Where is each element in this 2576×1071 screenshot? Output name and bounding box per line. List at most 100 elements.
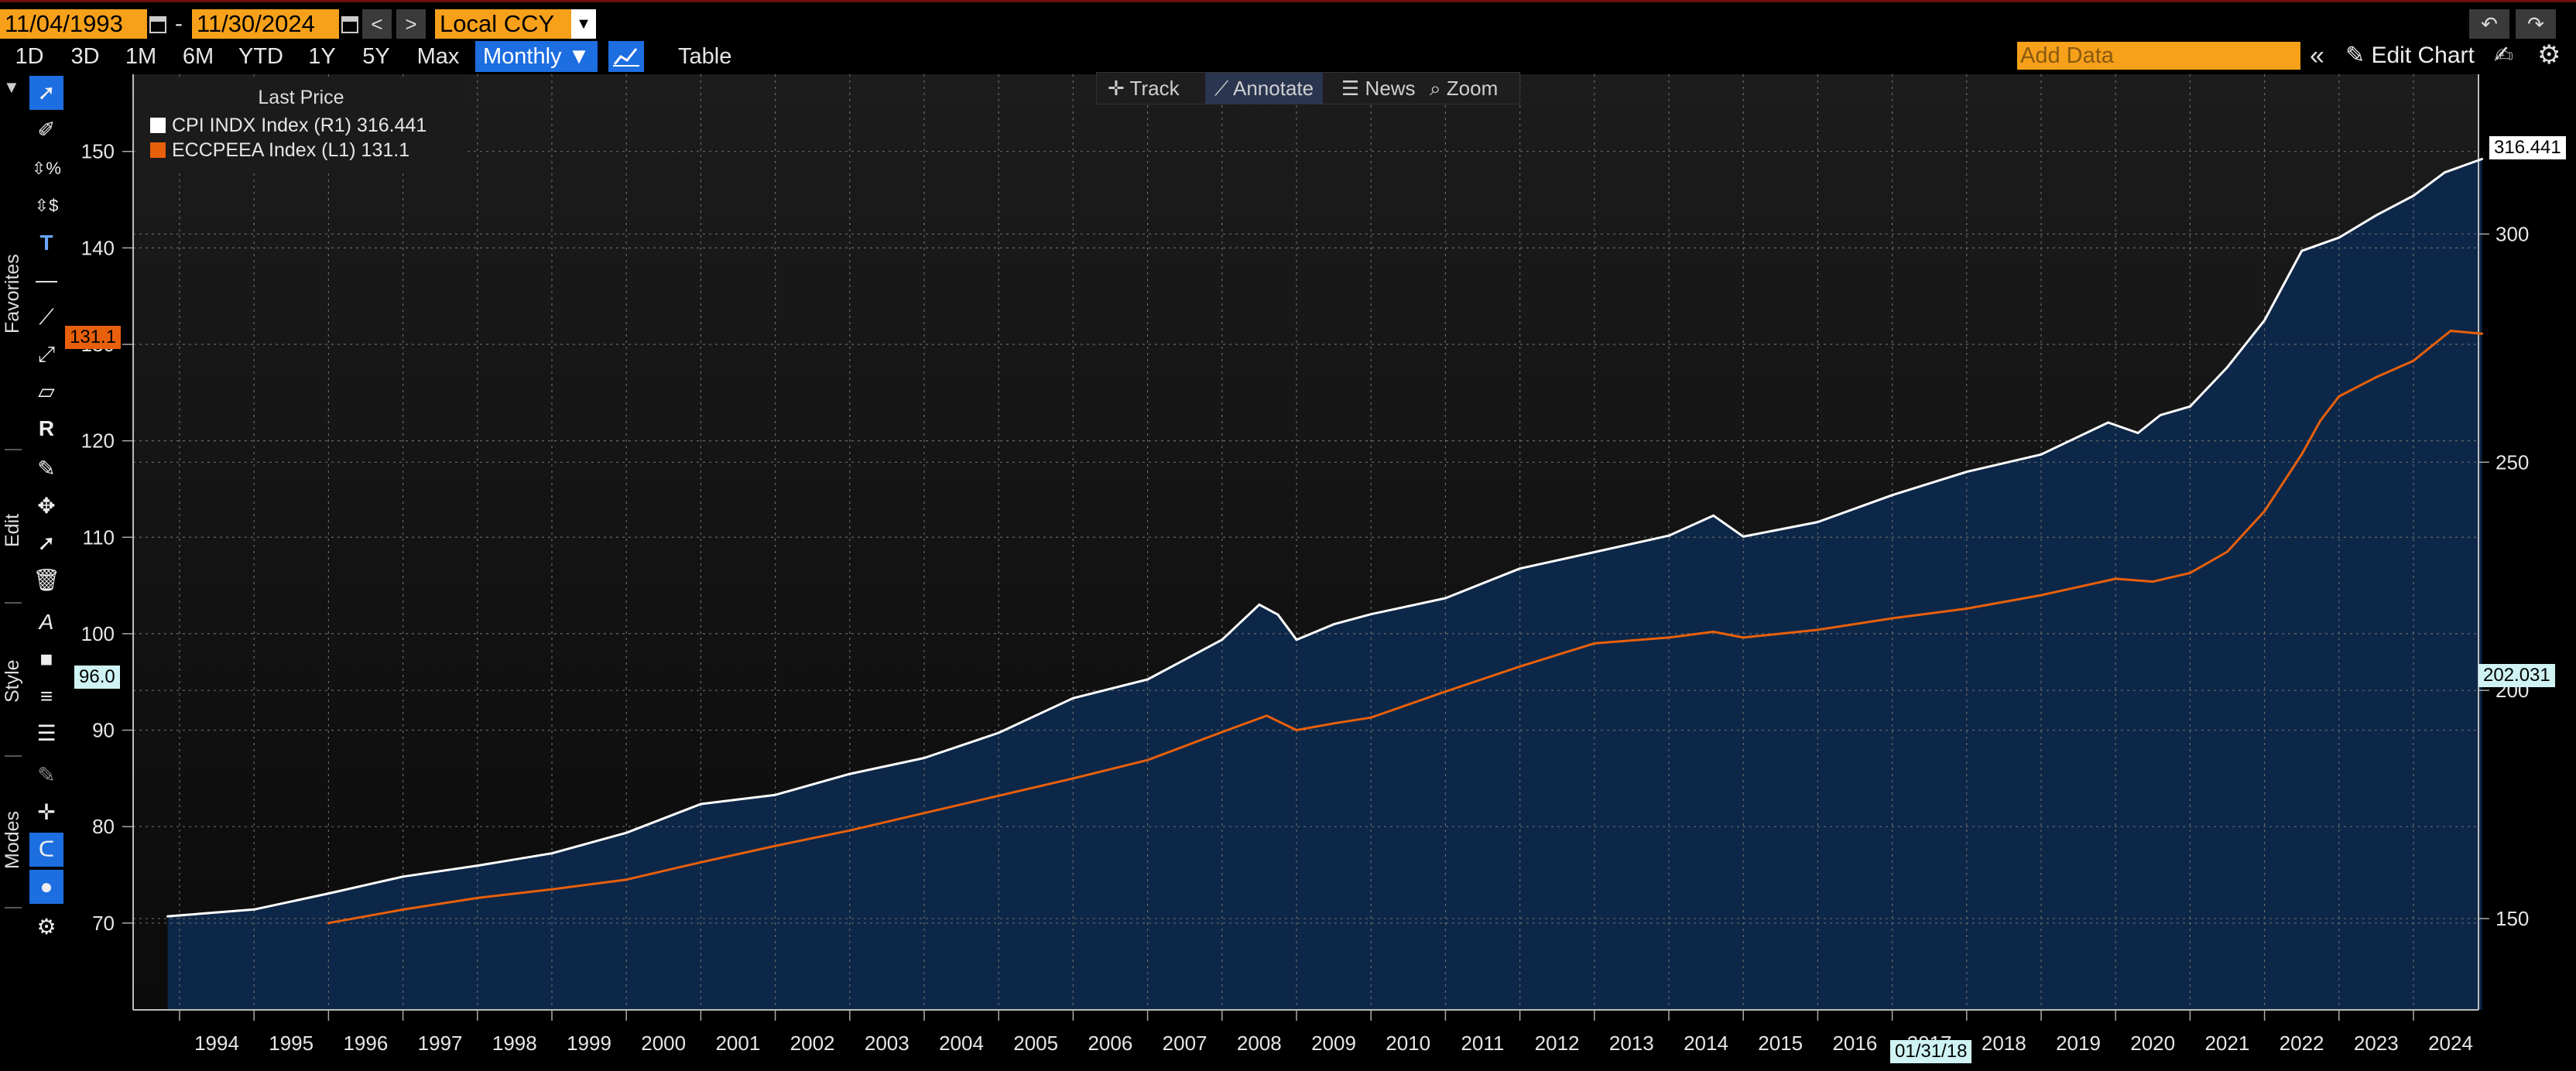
caret-down-icon[interactable]: ▼ <box>3 77 20 97</box>
range-1d-button[interactable]: 1D <box>15 44 44 69</box>
range-1y-button[interactable]: 1Y <box>308 44 336 69</box>
cpi-series-line-point <box>1965 470 1968 474</box>
eccpeea-series-line-point <box>1146 758 1149 761</box>
draw-line-icon[interactable]: ✐ <box>37 118 56 142</box>
move-icon[interactable]: ✥ <box>37 494 56 518</box>
calendar-icon[interactable] <box>149 12 167 34</box>
start-date-field[interactable]: 11/04/1993 <box>0 9 147 39</box>
x-tick-label: 2001 <box>715 1032 760 1055</box>
price-chart[interactable]: 1994 1995 1996 1997 1998 1999 2000 2001 2002 2003… <box>0 74 2576 1071</box>
cpi-series-line-point <box>2300 249 2304 252</box>
select-icon[interactable]: ➚ <box>37 531 56 555</box>
font-icon[interactable]: A <box>39 610 54 634</box>
legend-item-eccpeea[interactable]: ECCPEEA Index (L1) 131.1 <box>150 139 409 162</box>
range-max-button[interactable]: Max <box>416 44 460 69</box>
track-label: Track <box>1129 77 1180 100</box>
cpi-series-line-point <box>2107 421 2110 424</box>
range-1m-button[interactable]: 1M <box>125 44 157 69</box>
x-tick-label: 1994 <box>194 1032 239 1055</box>
eccpeea-series-line-point <box>2151 580 2154 583</box>
eccpeea-series-line-point <box>2040 594 2043 597</box>
y-left-tick-label: 70 <box>92 912 115 935</box>
multi-color-icon[interactable]: ● <box>29 870 63 904</box>
chevron-down-icon[interactable]: ▼ <box>571 9 596 39</box>
news-button[interactable]: ☰ News <box>1341 73 1416 104</box>
eccpeea-series-line-point <box>1071 777 1074 780</box>
line-style-icon[interactable]: ☰ <box>36 721 57 745</box>
eccpeea-series-line-point <box>997 794 1000 797</box>
cpi-series-line-point <box>166 915 170 918</box>
last-price-badge-right: 316.441 <box>2489 136 2566 159</box>
retracement-icon[interactable]: R <box>38 416 55 440</box>
trash-icon[interactable]: 🗑 <box>33 568 60 592</box>
zoom-button[interactable]: ⌕ Zoom <box>1430 73 1498 104</box>
add-data-input[interactable]: Add Data <box>2017 42 2300 70</box>
edit-chart-button[interactable]: ✎ Edit Chart <box>2345 42 2475 70</box>
percent-measure-icon[interactable]: ⇳% <box>32 159 61 178</box>
annotate-button[interactable]: ⟋ Annotate <box>1205 73 1324 104</box>
range-5y-button[interactable]: 5Y <box>362 44 390 69</box>
value-measure-icon[interactable]: ⇳$ <box>34 196 59 215</box>
eccpeea-series-line-point <box>550 888 553 891</box>
x-tick-label: 1995 <box>269 1032 313 1055</box>
eccpeea-series-line-point <box>2319 419 2322 422</box>
eccpeea-series-line-point <box>1266 714 1268 717</box>
line-chart-icon[interactable] <box>608 41 644 72</box>
cpi-series-line-point <box>2136 432 2139 434</box>
eccpeea-series-line-point <box>2338 395 2341 398</box>
horizontal-line-icon[interactable]: — <box>36 268 57 292</box>
pencil-icon: ⟋ <box>1214 77 1233 100</box>
cpi-series-line-point <box>2263 319 2266 322</box>
eccpeea-series-line-point <box>1369 716 1372 719</box>
cpi-series-line-point <box>1593 551 1596 553</box>
next-period-button[interactable]: > <box>396 9 426 39</box>
eccpeea-series-line-point <box>327 922 330 925</box>
legend-item-cpi[interactable]: CPI INDX Index (R1) 316.441 <box>150 115 426 137</box>
previous-period-button[interactable]: < <box>362 9 392 39</box>
x-tick-label: 1996 <box>343 1032 388 1055</box>
text-tool-icon[interactable]: T <box>39 231 53 255</box>
crosshair-value-left: 96.0 <box>74 666 120 689</box>
y-left-tick-label: 120 <box>81 429 115 453</box>
collapse-icon[interactable]: « <box>2310 41 2324 70</box>
x-tick-label: 2006 <box>1088 1032 1132 1055</box>
currency-select[interactable]: Local CCY <box>435 9 571 39</box>
eraser-icon[interactable]: ✎ <box>37 763 56 787</box>
gear-icon[interactable]: ⚙ <box>36 915 57 939</box>
x-tick-label: 2012 <box>1535 1032 1580 1055</box>
chart-edit-icon[interactable]: ✍ <box>2494 43 2514 68</box>
brush-icon[interactable]: ✎ <box>37 457 56 481</box>
end-date-field[interactable]: 11/30/2024 <box>192 9 339 39</box>
crosshair-icon[interactable]: ✛ <box>37 800 56 824</box>
range-3d-button[interactable]: 3D <box>70 44 100 69</box>
ray-line-icon[interactable]: ⤢ <box>37 342 56 366</box>
cpi-series-line-point <box>2188 405 2191 408</box>
channel-icon[interactable]: ▱ <box>38 379 55 403</box>
cursor-icon[interactable]: ➚ <box>29 76 63 110</box>
gear-icon[interactable]: ⚙ <box>2537 40 2561 70</box>
news-label: News <box>1365 77 1416 100</box>
track-button[interactable]: ✛ Track <box>1108 73 1180 104</box>
cpi-series-line-point <box>1816 521 1819 524</box>
y-left-tick-label: 110 <box>83 525 115 549</box>
trend-line-icon[interactable]: ⟋ <box>39 305 54 329</box>
cpi-series-line-point <box>2412 194 2415 197</box>
x-tick-label: 2021 <box>2204 1032 2249 1055</box>
cpi-series-line-point <box>2338 236 2341 239</box>
x-tick-label: 2000 <box>641 1032 686 1055</box>
frequency-select[interactable]: Monthly ▼ <box>475 41 598 72</box>
line-weight-icon[interactable]: ≡ <box>39 684 53 708</box>
y-right-tick-label: 150 <box>2496 907 2529 930</box>
eccpeea-series-line-point <box>923 812 926 815</box>
undo-icon[interactable]: ↶ <box>2469 9 2509 39</box>
cpi-series-line-point <box>252 908 255 911</box>
range-6m-button[interactable]: 6M <box>182 44 214 69</box>
magnet-icon[interactable]: ᑕ <box>29 833 63 867</box>
cpi-series-line-point <box>1712 514 1715 517</box>
range-ytd-button[interactable]: YTD <box>238 44 283 69</box>
color-swatch-icon[interactable]: ■ <box>39 647 53 671</box>
table-button[interactable]: Table <box>678 44 732 69</box>
calendar-icon[interactable] <box>341 12 359 34</box>
cpi-series-line-point <box>2443 171 2446 174</box>
redo-icon[interactable]: ↷ <box>2516 9 2556 39</box>
